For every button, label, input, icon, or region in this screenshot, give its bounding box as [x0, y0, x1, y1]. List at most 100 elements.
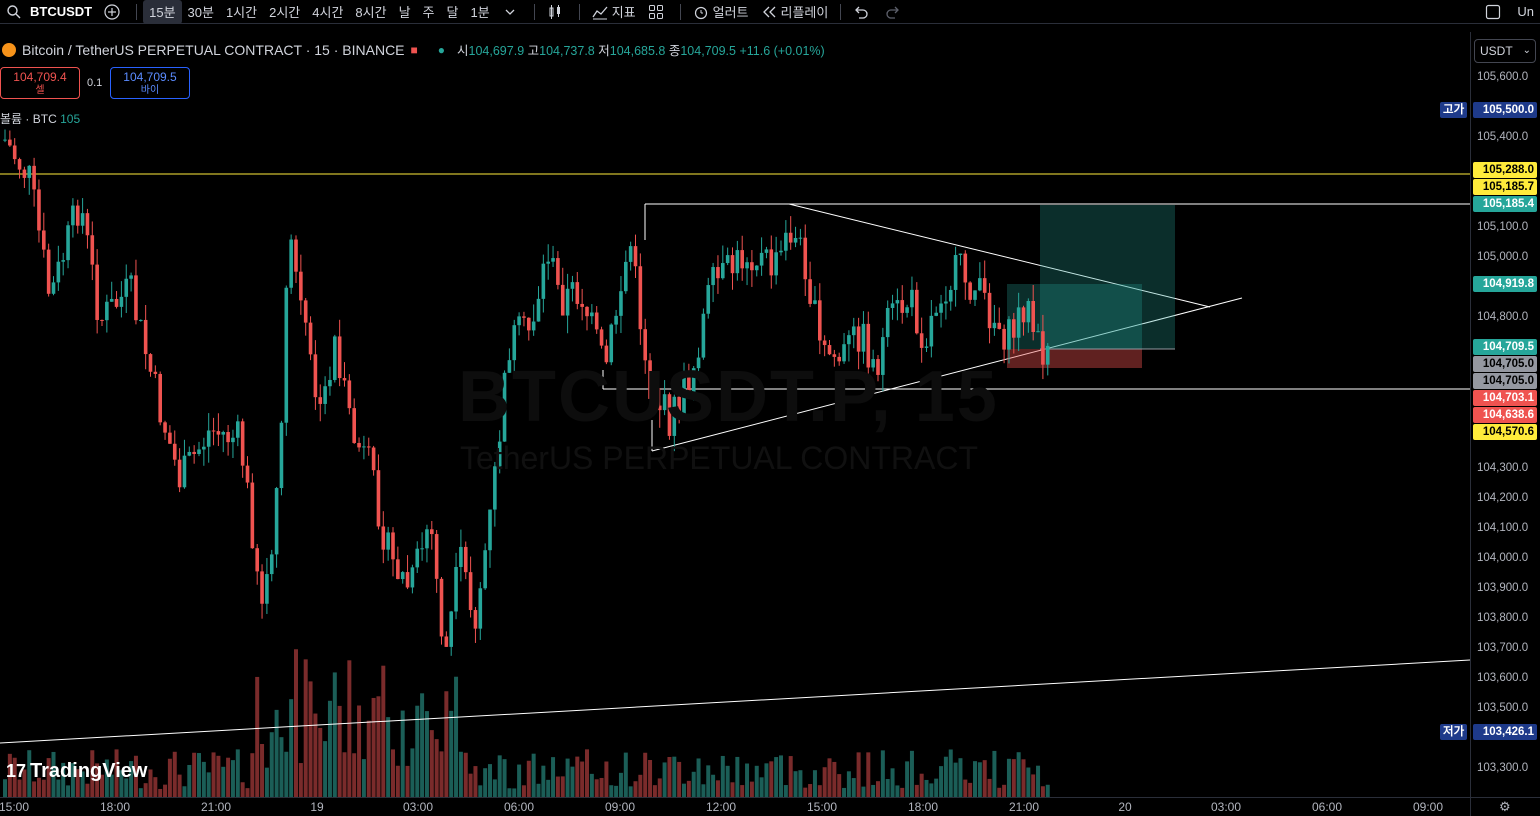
- volume-bar: [774, 757, 779, 797]
- volume-bar: [376, 696, 381, 797]
- volume-bar: [929, 783, 934, 797]
- interval-dropdown[interactable]: [496, 0, 528, 23]
- candle-body: [1012, 319, 1016, 338]
- candle-body: [837, 356, 841, 362]
- time-axis[interactable]: 15:00 18:00 21:00 19 03:00 06:00 09:00 12:00 15:…: [0, 797, 1470, 816]
- candle-body: [900, 300, 905, 313]
- redo-icon: [885, 4, 901, 20]
- fullscreen-button[interactable]: [1479, 0, 1511, 23]
- candle-body: [682, 375, 686, 414]
- interval-2h[interactable]: 2시간: [269, 5, 301, 20]
- candle-body: [594, 312, 599, 330]
- volume-bar: [381, 665, 386, 797]
- candle-body: [992, 322, 997, 329]
- candle-body: [430, 529, 434, 535]
- symbol-watermark: BTCUSDT.P, 15: [458, 357, 999, 437]
- candle-body: [895, 300, 900, 304]
- interval-30m[interactable]: 30분: [187, 5, 214, 20]
- volume-bar: [391, 749, 395, 797]
- replay-button[interactable]: 리플레이: [755, 0, 835, 23]
- volume-bar: [832, 761, 837, 797]
- candle-body: [570, 282, 575, 289]
- candle-body: [1007, 319, 1011, 350]
- order-quantity[interactable]: 0.1: [87, 77, 103, 89]
- interval-month[interactable]: 달: [446, 5, 459, 20]
- undo-button[interactable]: [847, 0, 879, 23]
- price-axis[interactable]: 105,600.0 105,400.0 105,100.0 105,000.0 104,…: [1470, 32, 1540, 797]
- volume-legend[interactable]: 볼륨 · BTC 105: [0, 110, 80, 127]
- volume-bar: [245, 788, 250, 797]
- volume-bar: [876, 781, 880, 797]
- candle-body: [832, 354, 837, 357]
- candle-body: [124, 278, 129, 297]
- volume-bar: [274, 709, 279, 797]
- candle-body: [740, 250, 744, 269]
- redo-button[interactable]: [879, 0, 911, 23]
- candle-body: [192, 451, 196, 454]
- interval-1m[interactable]: 1분: [470, 5, 490, 20]
- volume-bar: [100, 774, 104, 797]
- indicators-button[interactable]: 지표: [586, 0, 642, 23]
- legend-title[interactable]: Bitcoin / TetherUS PERPETUAL CONTRACT · …: [22, 41, 405, 58]
- volume-bar: [163, 784, 168, 797]
- candle-body: [376, 470, 381, 527]
- volume-bar: [7, 753, 12, 797]
- symbol-search[interactable]: BTCUSDT: [0, 0, 98, 23]
- time-tick: 09:00: [604, 800, 636, 814]
- candle-body: [774, 252, 778, 276]
- candle-body: [759, 252, 764, 266]
- volume-bar: [565, 758, 570, 797]
- layouts-button[interactable]: [642, 0, 674, 23]
- trendline-lower: [0, 659, 1470, 744]
- volume-bar: [177, 774, 182, 797]
- candle-body: [667, 394, 672, 436]
- volume-bar: [294, 649, 298, 797]
- volume-bar: [546, 779, 551, 797]
- volume-bar: [250, 753, 255, 797]
- chart-type-button[interactable]: [541, 0, 573, 23]
- candle-body: [425, 529, 429, 549]
- chart-settings-button[interactable]: ⚙: [1470, 797, 1540, 816]
- candle-body: [463, 546, 468, 573]
- price-tick: 105,400.0: [1477, 131, 1529, 144]
- candle-body: [284, 287, 289, 423]
- volume-bar: [851, 778, 856, 797]
- sell-button[interactable]: 104,709.4 셀: [0, 67, 80, 99]
- square-icon: [1485, 4, 1501, 20]
- time-tick: 21:00: [1008, 800, 1040, 814]
- price-tick: 103,900.0: [1477, 581, 1529, 594]
- price-tick: 104,300.0: [1477, 461, 1529, 474]
- interval-1h[interactable]: 1시간: [225, 5, 258, 20]
- low-label: 저: [598, 44, 610, 58]
- volume-bar: [318, 727, 323, 797]
- tradingview-logo[interactable]: 17 TradingView: [6, 760, 147, 783]
- alert-button[interactable]: 얼러트: [687, 0, 755, 23]
- interval-4h[interactable]: 4시간: [312, 5, 344, 20]
- volume-value: 105: [60, 112, 81, 126]
- interval-8h[interactable]: 8시간: [355, 5, 387, 20]
- time-tick: 03:00: [402, 800, 434, 814]
- candle-body: [27, 165, 32, 178]
- candle-body: [71, 205, 75, 226]
- interval-week[interactable]: 주: [422, 5, 435, 20]
- undo-icon: [853, 4, 869, 20]
- volume-bar: [124, 778, 129, 797]
- price-tick: 105,600.0: [1477, 71, 1529, 83]
- interval-15m[interactable]: 15분: [143, 0, 182, 23]
- candle-body: [163, 422, 167, 433]
- candle-body: [953, 255, 958, 290]
- close-value: 104,709.5: [680, 44, 736, 58]
- compare-button[interactable]: [98, 0, 130, 23]
- buy-button[interactable]: 104,709.5 바이: [110, 67, 190, 99]
- price-chart[interactable]: [0, 32, 1470, 797]
- currency-select[interactable]: USDT ⌄: [1474, 39, 1536, 63]
- volume-bar: [260, 744, 265, 797]
- gear-icon: ⚙: [1499, 799, 1511, 814]
- candle-body: [1002, 328, 1006, 350]
- flag-icon[interactable]: ■: [410, 42, 418, 57]
- account-button[interactable]: Un: [1517, 4, 1534, 19]
- candle-body: [580, 303, 584, 307]
- volume-bar: [235, 749, 240, 797]
- interval-day[interactable]: 날: [398, 5, 411, 20]
- candle-body: [910, 289, 914, 308]
